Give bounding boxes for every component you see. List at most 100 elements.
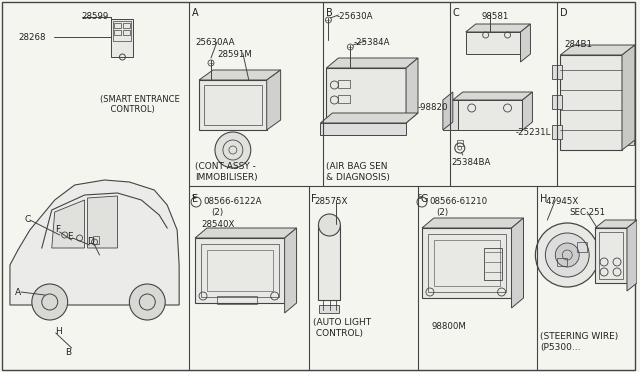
Bar	[428, 234, 506, 292]
Text: -25231L: -25231L	[515, 128, 551, 137]
Text: 28268: 28268	[18, 33, 45, 42]
Text: A: A	[192, 8, 198, 18]
Polygon shape	[88, 196, 117, 248]
Text: F: F	[55, 225, 60, 234]
Text: 25384BA: 25384BA	[452, 158, 491, 167]
Polygon shape	[10, 180, 179, 305]
Bar	[552, 95, 563, 109]
Polygon shape	[520, 24, 531, 62]
Text: D: D	[88, 237, 95, 246]
Polygon shape	[511, 218, 524, 308]
Text: -98820: -98820	[418, 103, 449, 112]
Text: & DIAGNOSIS): & DIAGNOSIS)	[326, 173, 390, 182]
Bar	[622, 114, 634, 127]
Bar	[557, 258, 567, 266]
Bar	[124, 23, 131, 28]
Bar	[622, 78, 634, 91]
Polygon shape	[466, 24, 531, 32]
Bar	[124, 30, 131, 35]
Text: (CONT ASSY -: (CONT ASSY -	[195, 162, 256, 171]
Bar	[622, 132, 634, 145]
Text: F: F	[312, 194, 317, 204]
Bar	[560, 55, 622, 150]
Bar	[204, 85, 262, 125]
Polygon shape	[195, 228, 296, 238]
Text: 28599: 28599	[82, 12, 109, 21]
Bar	[207, 250, 273, 291]
Polygon shape	[443, 92, 453, 130]
Circle shape	[545, 233, 589, 277]
Bar	[319, 225, 340, 300]
Polygon shape	[285, 228, 296, 313]
Text: C: C	[453, 8, 460, 18]
Text: SEC.251: SEC.251	[569, 208, 605, 217]
Bar	[466, 32, 520, 54]
Polygon shape	[406, 58, 418, 123]
Circle shape	[129, 284, 165, 320]
Text: (SMART ENTRANCE: (SMART ENTRANCE	[99, 95, 179, 104]
Text: (2): (2)	[436, 208, 448, 217]
Text: B: B	[65, 348, 71, 357]
Text: 284B1: 284B1	[564, 40, 592, 49]
Bar	[115, 23, 122, 28]
Bar	[217, 296, 257, 304]
Polygon shape	[595, 220, 637, 228]
Text: 25630AA: 25630AA	[195, 38, 234, 47]
Text: (AIR BAG SEN: (AIR BAG SEN	[326, 162, 388, 171]
Text: CONTROL): CONTROL)	[314, 329, 364, 338]
Bar	[599, 232, 623, 279]
Text: 28540X: 28540X	[201, 220, 234, 229]
Bar	[453, 100, 522, 130]
Bar	[113, 21, 131, 41]
Polygon shape	[560, 45, 635, 55]
Bar	[199, 80, 267, 130]
Circle shape	[556, 243, 579, 267]
Polygon shape	[627, 220, 637, 291]
Polygon shape	[52, 200, 84, 248]
Bar	[321, 123, 406, 135]
Bar	[595, 228, 627, 283]
Bar	[552, 125, 563, 139]
Circle shape	[536, 223, 599, 287]
Bar	[195, 238, 285, 303]
Text: 98800M: 98800M	[432, 322, 467, 331]
Text: 47945X: 47945X	[545, 197, 579, 206]
Bar	[484, 248, 502, 280]
Text: D: D	[560, 8, 568, 18]
Text: CONTROL): CONTROL)	[99, 105, 154, 114]
Text: -25384A: -25384A	[353, 38, 390, 47]
Bar	[577, 242, 587, 252]
Circle shape	[32, 284, 68, 320]
Text: B: B	[326, 8, 333, 18]
Circle shape	[215, 132, 251, 168]
Text: (STEERING WIRE): (STEERING WIRE)	[540, 332, 619, 341]
Bar	[111, 19, 133, 57]
Polygon shape	[267, 70, 281, 130]
Polygon shape	[422, 218, 524, 228]
Text: S: S	[192, 194, 196, 200]
Text: H: H	[540, 194, 548, 204]
Text: 08566-6122A: 08566-6122A	[203, 197, 262, 206]
Bar	[457, 140, 463, 146]
Bar	[201, 244, 278, 297]
Polygon shape	[622, 45, 635, 150]
Bar	[339, 95, 350, 103]
Bar	[115, 30, 122, 35]
Text: (AUTO LIGHT: (AUTO LIGHT	[314, 318, 372, 327]
Text: G: G	[421, 194, 428, 204]
Bar	[443, 100, 458, 130]
Bar	[93, 236, 99, 244]
Polygon shape	[321, 113, 418, 123]
Polygon shape	[453, 92, 532, 100]
Text: -25630A: -25630A	[337, 12, 373, 21]
Text: (2): (2)	[211, 208, 223, 217]
Text: S: S	[418, 194, 422, 200]
Bar	[622, 96, 634, 109]
Text: A: A	[15, 288, 21, 297]
Circle shape	[319, 214, 340, 236]
Text: IMMOBILISER): IMMOBILISER)	[195, 173, 258, 182]
Polygon shape	[199, 70, 281, 80]
Bar	[434, 240, 500, 286]
Bar	[552, 65, 563, 79]
Text: (P5300...: (P5300...	[540, 343, 581, 352]
